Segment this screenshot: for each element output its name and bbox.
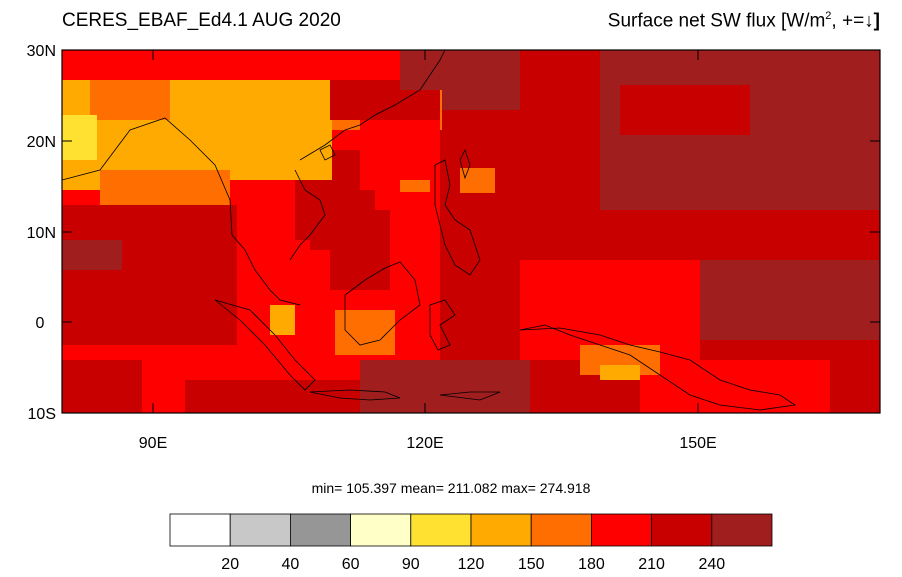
title-right-bracket: ] bbox=[873, 10, 880, 32]
lat-label: 20N bbox=[27, 134, 56, 151]
field-patch bbox=[240, 240, 310, 290]
field-patch bbox=[90, 80, 170, 120]
colorbar-label: 150 bbox=[518, 556, 545, 573]
colorbar-label: 40 bbox=[282, 556, 300, 573]
colorbar-swatch bbox=[169, 513, 231, 547]
field-patch bbox=[620, 85, 750, 135]
lat-label: 30N bbox=[27, 43, 56, 60]
field-patch bbox=[185, 380, 365, 413]
field-patch bbox=[460, 168, 495, 193]
field-patch bbox=[600, 365, 640, 380]
asia-coastline bbox=[61, 117, 301, 306]
colorbar-swatch bbox=[470, 513, 532, 547]
field-patch bbox=[100, 170, 230, 205]
title-left: CERES_EBAF_Ed4.1 AUG 2020 bbox=[62, 10, 341, 31]
field-patch bbox=[400, 180, 430, 192]
lat-label: 10N bbox=[27, 225, 56, 242]
colorbar-swatch bbox=[229, 513, 291, 547]
field-patch bbox=[520, 260, 700, 360]
colorbar: 20 40 60 90 120 150 180 210 240 bbox=[169, 513, 773, 573]
lat-label: 10S bbox=[28, 406, 56, 423]
title-right: Surface net SW flux [W/m2, +=↓] bbox=[608, 10, 880, 32]
lon-label: 150E bbox=[679, 435, 716, 452]
stats-line: min= 105.397 mean= 211.082 max= 274.918 bbox=[311, 480, 591, 496]
lat-label: 0 bbox=[36, 315, 45, 332]
sumatra-coastline bbox=[214, 299, 316, 391]
coastlines bbox=[61, 49, 797, 411]
borneo-coastline bbox=[344, 261, 421, 346]
colorbar-label: 210 bbox=[638, 556, 665, 573]
colorbar-label: 20 bbox=[221, 556, 239, 573]
colorbar-label: 60 bbox=[342, 556, 360, 573]
colorbar-label: 180 bbox=[578, 556, 605, 573]
field-patch bbox=[200, 80, 280, 140]
field-patch bbox=[720, 220, 880, 260]
sulawesi-coastline bbox=[429, 299, 456, 351]
field-patch bbox=[335, 310, 395, 355]
java-coastline bbox=[309, 389, 401, 401]
indochina-coastline bbox=[299, 49, 446, 161]
lon-axis: 90E 120E 150E bbox=[139, 435, 717, 452]
field-patch bbox=[330, 210, 390, 290]
philippines-coastline bbox=[434, 159, 481, 276]
hainan-coastline bbox=[319, 144, 336, 161]
field-patch bbox=[62, 205, 237, 345]
colorbar-label: 90 bbox=[402, 556, 420, 573]
colorbar-swatch bbox=[289, 513, 351, 547]
map-field bbox=[62, 50, 880, 413]
field-patch bbox=[700, 260, 880, 340]
malay-coastline bbox=[289, 169, 326, 261]
title-right-text: Surface net SW flux [W/m bbox=[607, 10, 826, 32]
title-right-tail: , +=↓ bbox=[831, 10, 874, 32]
lat-axis: 30N 20N 10N 0 10S bbox=[27, 43, 56, 423]
colorbar-swatch bbox=[591, 513, 653, 547]
colorbar-swatch bbox=[350, 513, 412, 547]
field-patch bbox=[62, 240, 122, 270]
taiwan-coastline bbox=[459, 148, 471, 180]
colorbar-swatch bbox=[651, 513, 713, 547]
colorbar-swatch bbox=[530, 513, 592, 547]
colorbar-swatch bbox=[711, 513, 773, 547]
colorbar-label: 120 bbox=[458, 556, 485, 573]
lon-label: 90E bbox=[139, 435, 167, 452]
field-patch bbox=[270, 305, 295, 335]
timor-coastline bbox=[439, 391, 501, 401]
colorbar-label: 240 bbox=[698, 556, 725, 573]
colorbar-swatch bbox=[410, 513, 472, 547]
tick-marks bbox=[62, 49, 880, 414]
field-patch bbox=[360, 120, 440, 190]
field-patch bbox=[440, 50, 520, 110]
field-patch bbox=[600, 140, 880, 210]
newguinea-coastline bbox=[519, 324, 797, 411]
lon-label: 120E bbox=[406, 435, 443, 452]
field-patch bbox=[360, 360, 530, 413]
field-patch bbox=[62, 360, 142, 413]
field-patch bbox=[62, 50, 442, 80]
field-patch bbox=[62, 115, 97, 160]
title-right-exponent: 2 bbox=[825, 10, 832, 22]
field-patch bbox=[830, 350, 880, 413]
